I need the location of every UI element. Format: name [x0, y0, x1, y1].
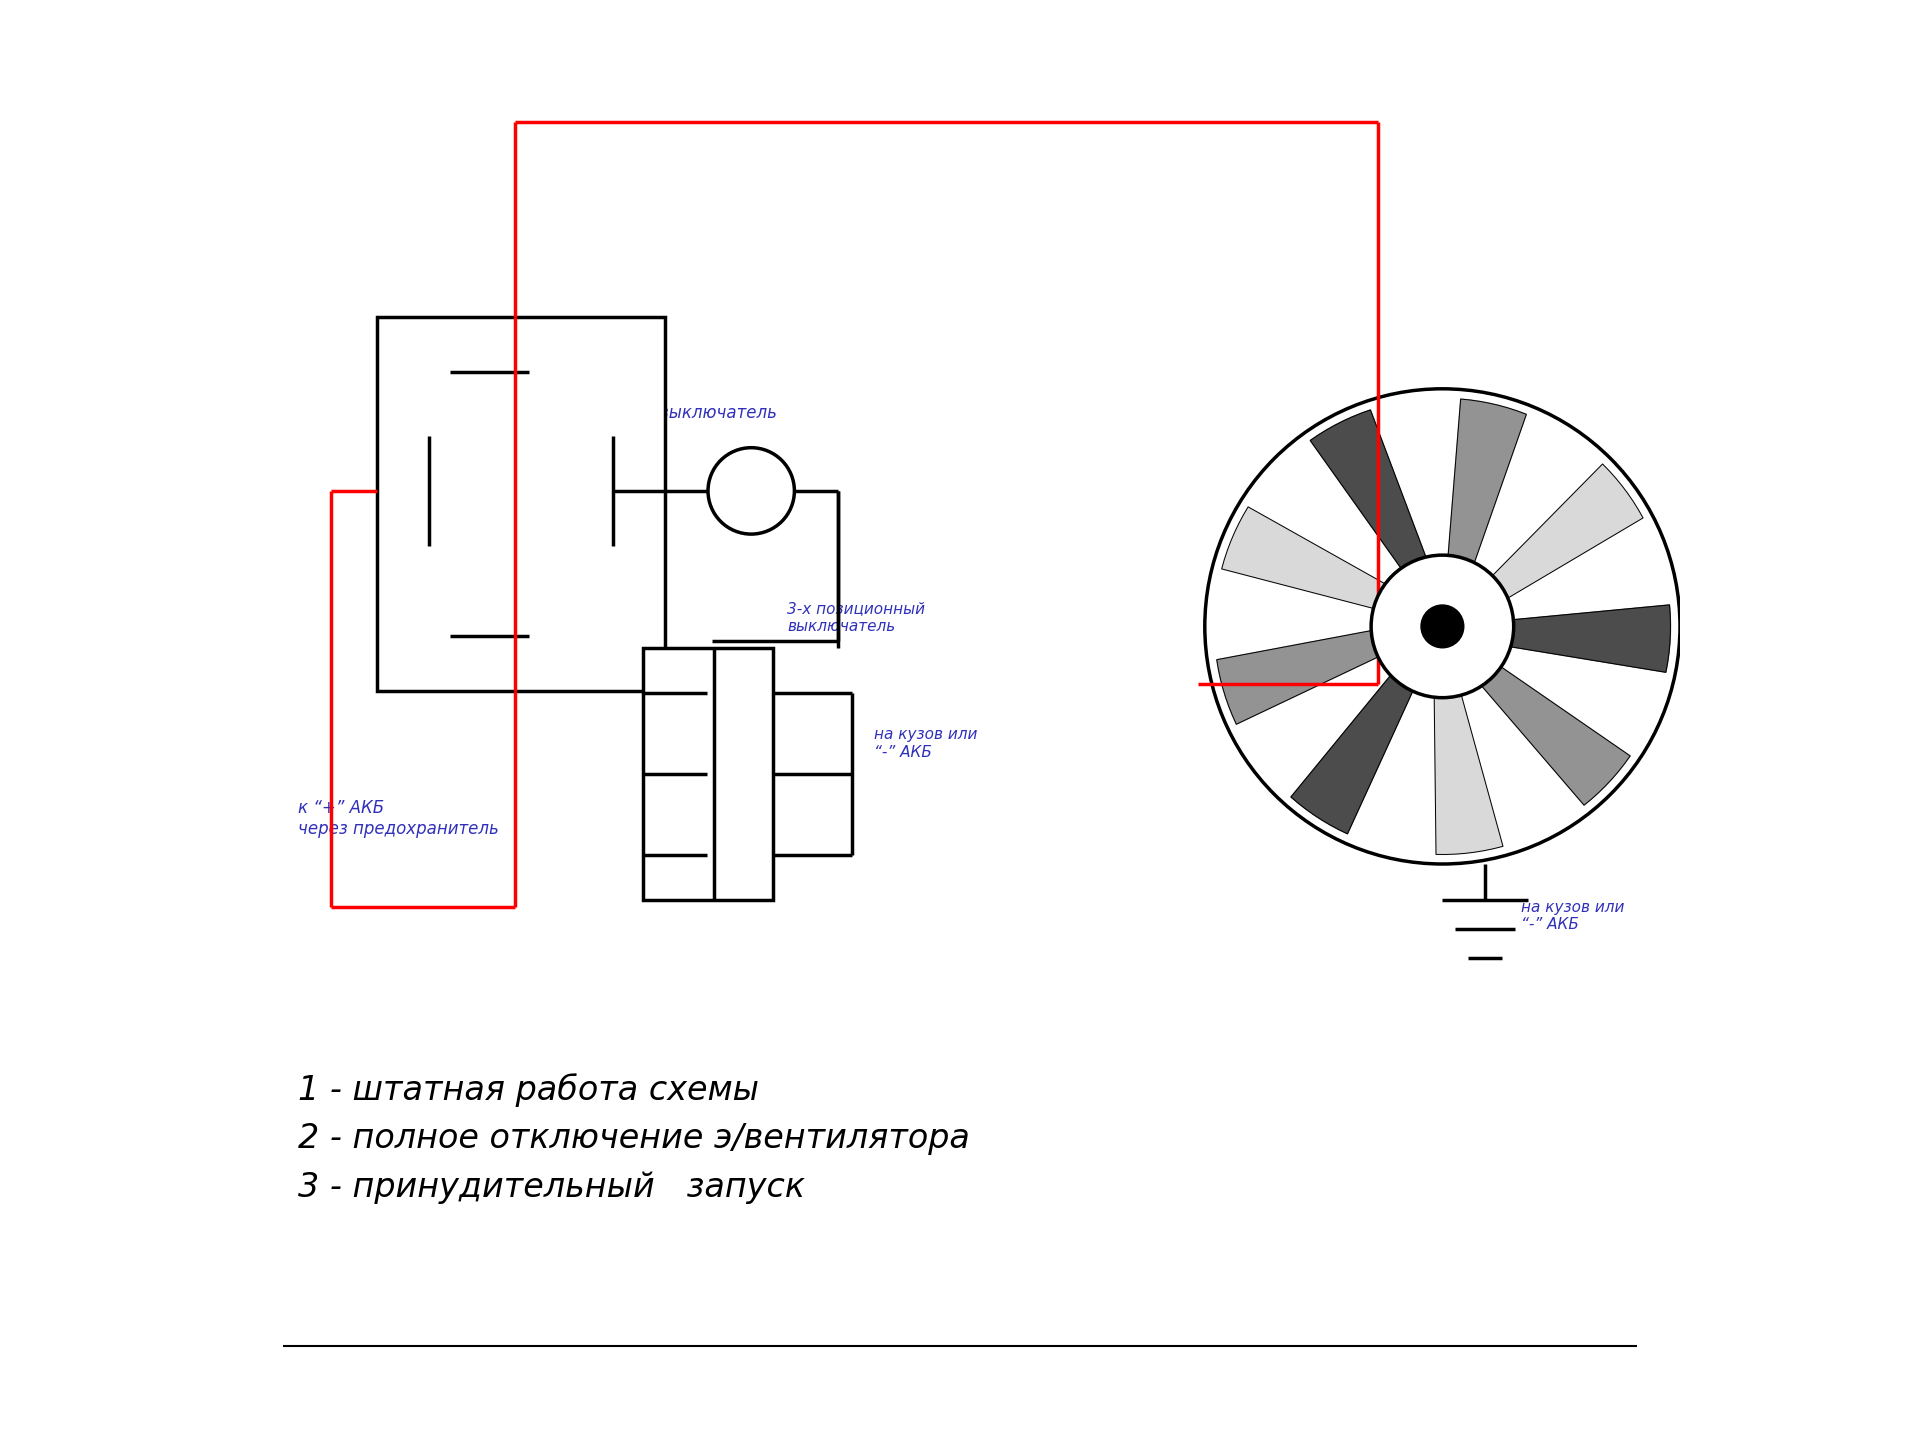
Text: 86: 86	[624, 461, 645, 480]
Polygon shape	[1221, 507, 1384, 609]
Polygon shape	[1482, 667, 1630, 805]
Polygon shape	[1448, 399, 1526, 563]
Text: на кузов или
“-” АКБ: на кузов или “-” АКБ	[1521, 900, 1624, 933]
Text: 30: 30	[457, 605, 478, 622]
Circle shape	[1371, 556, 1513, 698]
Polygon shape	[1492, 464, 1644, 598]
Text: 2: 2	[651, 744, 660, 760]
Text: 3: 3	[651, 825, 660, 841]
Polygon shape	[1511, 605, 1670, 672]
Circle shape	[1421, 605, 1463, 648]
Polygon shape	[1217, 631, 1379, 724]
Polygon shape	[1290, 675, 1413, 834]
Bar	[643, 648, 772, 900]
Circle shape	[1206, 389, 1680, 864]
Circle shape	[708, 448, 795, 534]
Text: к “+” АКБ
через предохранитель: к “+” АКБ через предохранитель	[298, 799, 499, 838]
Text: 1 - штатная работа схемы
2 - полное отключение э/вентилятора
3 - принудительный : 1 - штатная работа схемы 2 - полное откл…	[298, 1073, 970, 1204]
Text: 87: 87	[457, 337, 478, 354]
Text: 1: 1	[651, 664, 660, 680]
Bar	[376, 317, 664, 691]
Polygon shape	[1434, 696, 1503, 854]
Text: 85: 85	[440, 461, 461, 480]
Text: термовыключатель: термовыключатель	[607, 403, 778, 422]
Polygon shape	[1309, 410, 1427, 569]
Text: на кузов или
“-” АКБ: на кузов или “-” АКБ	[874, 727, 977, 760]
Text: 3-х позиционный
выключатель: 3-х позиционный выключатель	[787, 602, 925, 634]
